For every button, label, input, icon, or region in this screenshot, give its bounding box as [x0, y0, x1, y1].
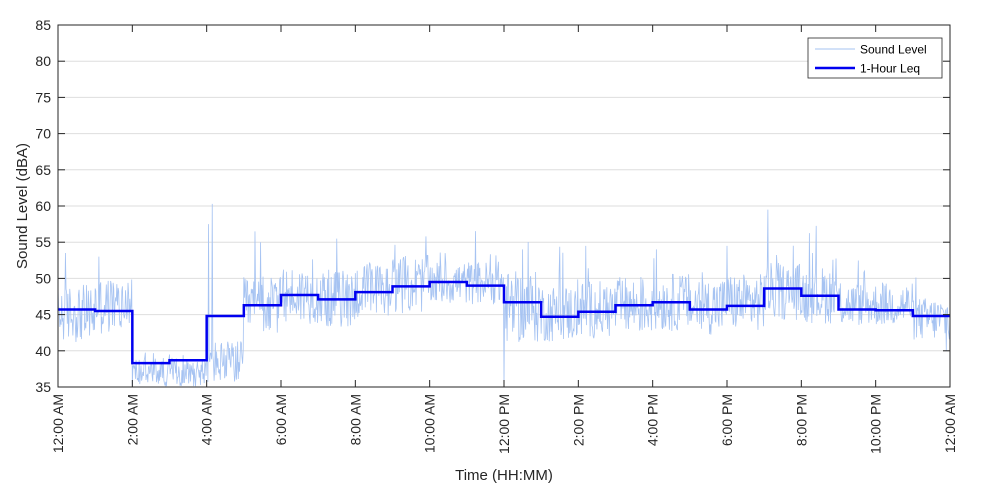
y-tick-label: 45 — [35, 307, 51, 323]
y-axis-title: Sound Level (dBA) — [14, 143, 31, 269]
y-axis-ticks: 35 40 45 50 55 60 65 70 75 80 85 — [35, 17, 950, 395]
x-tick-label: 6:00 AM — [273, 394, 289, 445]
x-tick-label: 8:00 AM — [347, 394, 363, 445]
x-axis-ticks: 12:00 AM 2:00 AM 4:00 AM 6:00 AM 8:00 AM 10:0… — [50, 25, 958, 454]
series-layer — [57, 203, 951, 387]
horizontal-grid — [58, 60, 950, 352]
legend: Sound Level 1-Hour Leq — [807, 37, 943, 79]
x-tick-label: 10:00 PM — [868, 394, 884, 454]
x-tick-label: 4:00 AM — [199, 394, 215, 445]
y-tick-label: 60 — [35, 198, 51, 214]
x-tick-label: 12:00 AM — [50, 394, 66, 453]
y-tick-label: 40 — [35, 343, 51, 359]
x-tick-label: 4:00 PM — [645, 394, 661, 446]
legend-box — [807, 37, 943, 79]
x-tick-label: 10:00 AM — [422, 394, 438, 453]
y-tick-label: 80 — [35, 53, 51, 69]
y-tick-label: 75 — [35, 89, 51, 105]
y-tick-label: 35 — [35, 379, 51, 395]
x-tick-label: 2:00 AM — [124, 394, 140, 445]
legend-label-sound-level: Sound Level — [860, 43, 927, 57]
x-tick-label: 8:00 PM — [793, 394, 809, 446]
x-tick-label: 2:00 PM — [570, 394, 586, 446]
y-tick-label: 50 — [35, 270, 51, 286]
legend-label-leq: 1-Hour Leq — [860, 62, 920, 76]
x-tick-label: 12:00 PM — [496, 394, 512, 454]
y-tick-label: 85 — [35, 17, 51, 33]
x-tick-label: 12:00 AM — [942, 394, 958, 453]
y-tick-label: 55 — [35, 234, 51, 250]
x-tick-label: 6:00 PM — [719, 394, 735, 446]
y-tick-label: 70 — [35, 126, 51, 142]
y-tick-label: 65 — [35, 162, 51, 178]
x-axis-title: Time (HH:MM) — [455, 467, 553, 484]
leq-step-line — [58, 280, 950, 365]
